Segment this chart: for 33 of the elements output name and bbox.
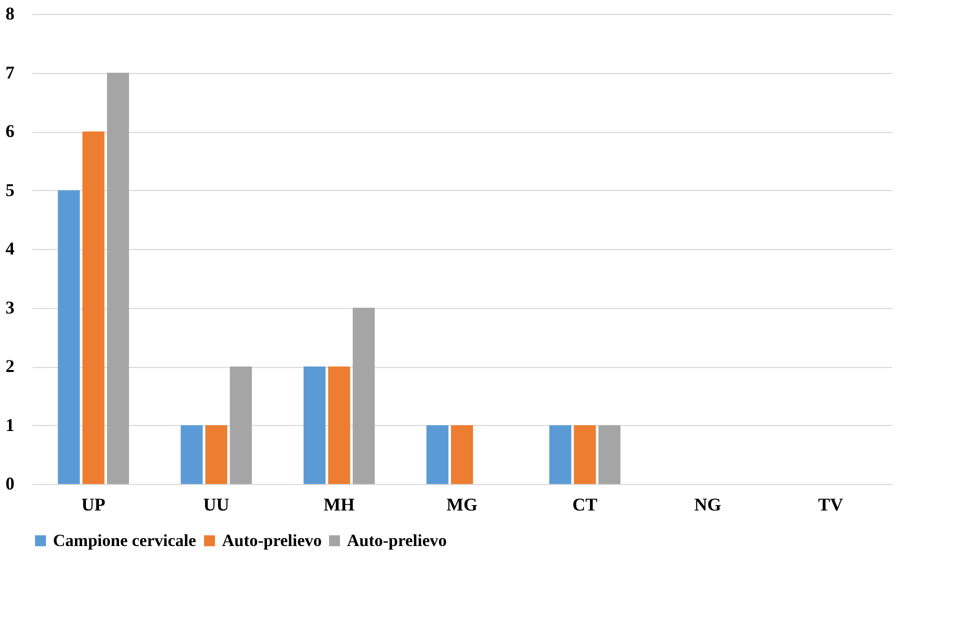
- x-tick-label: UU: [203, 494, 230, 514]
- y-tick-label: 5: [6, 180, 14, 200]
- bar: [451, 425, 473, 484]
- y-tick-label: 2: [6, 356, 14, 376]
- legend-label: Auto-prelievo: [347, 530, 447, 550]
- x-tick-label: TV: [818, 494, 844, 514]
- x-tick-label: UP: [81, 494, 106, 514]
- x-tick-label: MH: [324, 494, 355, 514]
- bar: [304, 366, 326, 484]
- y-tick-label: 4: [6, 238, 14, 258]
- bar: [180, 425, 203, 484]
- y-tick-label: 3: [6, 297, 14, 318]
- bar: [328, 366, 350, 484]
- y-tick-label: 0: [6, 474, 14, 494]
- bar: [230, 366, 252, 484]
- legend-label: Campione cervicale: [53, 530, 196, 550]
- bar: [574, 425, 596, 484]
- bar: [107, 72, 129, 484]
- bar: [352, 308, 375, 484]
- legend-label: Auto-prelievo: [222, 530, 322, 550]
- x-tick-label: MG: [446, 494, 478, 514]
- bar: [82, 132, 104, 484]
- bar: [549, 425, 572, 484]
- x-tick-label: NG: [694, 494, 722, 514]
- y-tick-label: 6: [6, 121, 14, 141]
- y-tick-label: 7: [6, 62, 14, 82]
- bar: [426, 425, 448, 484]
- y-tick-label: 1: [6, 414, 14, 435]
- bar: [598, 425, 620, 484]
- bar: [58, 190, 80, 484]
- bar: [205, 425, 228, 484]
- y-tick-label: 8: [6, 4, 14, 24]
- x-tick-label: CT: [572, 494, 598, 514]
